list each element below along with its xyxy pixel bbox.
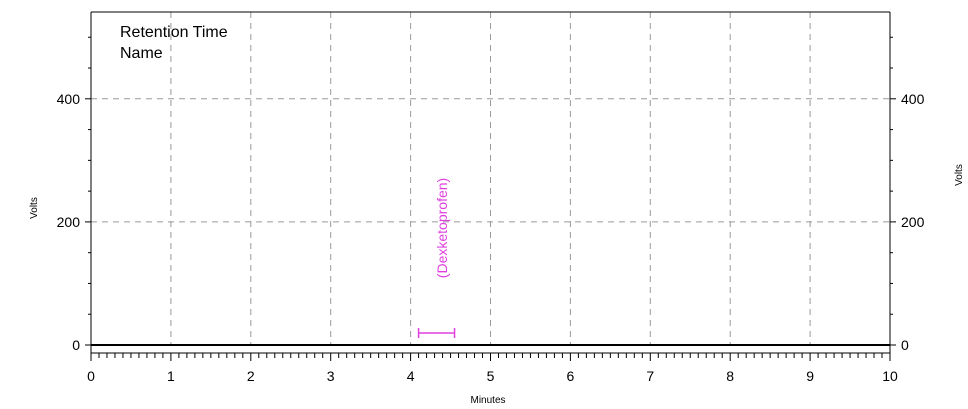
legend-retention-time: Retention Time xyxy=(120,24,228,41)
grid-lines xyxy=(91,12,890,345)
x-tick-label: 9 xyxy=(806,368,814,384)
y-tick-label-left: 400 xyxy=(57,91,81,107)
x-tick-label: 5 xyxy=(487,368,495,384)
x-tick-label: 2 xyxy=(247,368,255,384)
x-tick-label: 6 xyxy=(567,368,575,384)
y-tick-label-left: 0 xyxy=(72,337,80,353)
annotations: (Dexketoprofen) xyxy=(417,178,456,338)
peak-label: (Dexketoprofen) xyxy=(434,178,450,278)
y-tick-label-left: 200 xyxy=(57,214,81,230)
y-axis-title-left: Volts xyxy=(29,197,40,219)
x-tick-label: 7 xyxy=(646,368,654,384)
x-tick-label: 10 xyxy=(882,368,898,384)
y-tick-label-right: 400 xyxy=(901,91,925,107)
axes xyxy=(85,11,896,361)
x-tick-label: 3 xyxy=(327,368,335,384)
y-tick-label-right: 0 xyxy=(901,337,909,353)
x-tick-label: 8 xyxy=(726,368,734,384)
x-axis-title: Minutes xyxy=(470,395,505,406)
x-tick-label: 0 xyxy=(87,368,95,384)
y-tick-label-right: 200 xyxy=(901,214,925,230)
legend-name: Name xyxy=(120,45,163,62)
y-axis-title-right: Volts xyxy=(954,164,965,186)
x-tick-label: 4 xyxy=(407,368,415,384)
x-tick-label: 1 xyxy=(167,368,175,384)
